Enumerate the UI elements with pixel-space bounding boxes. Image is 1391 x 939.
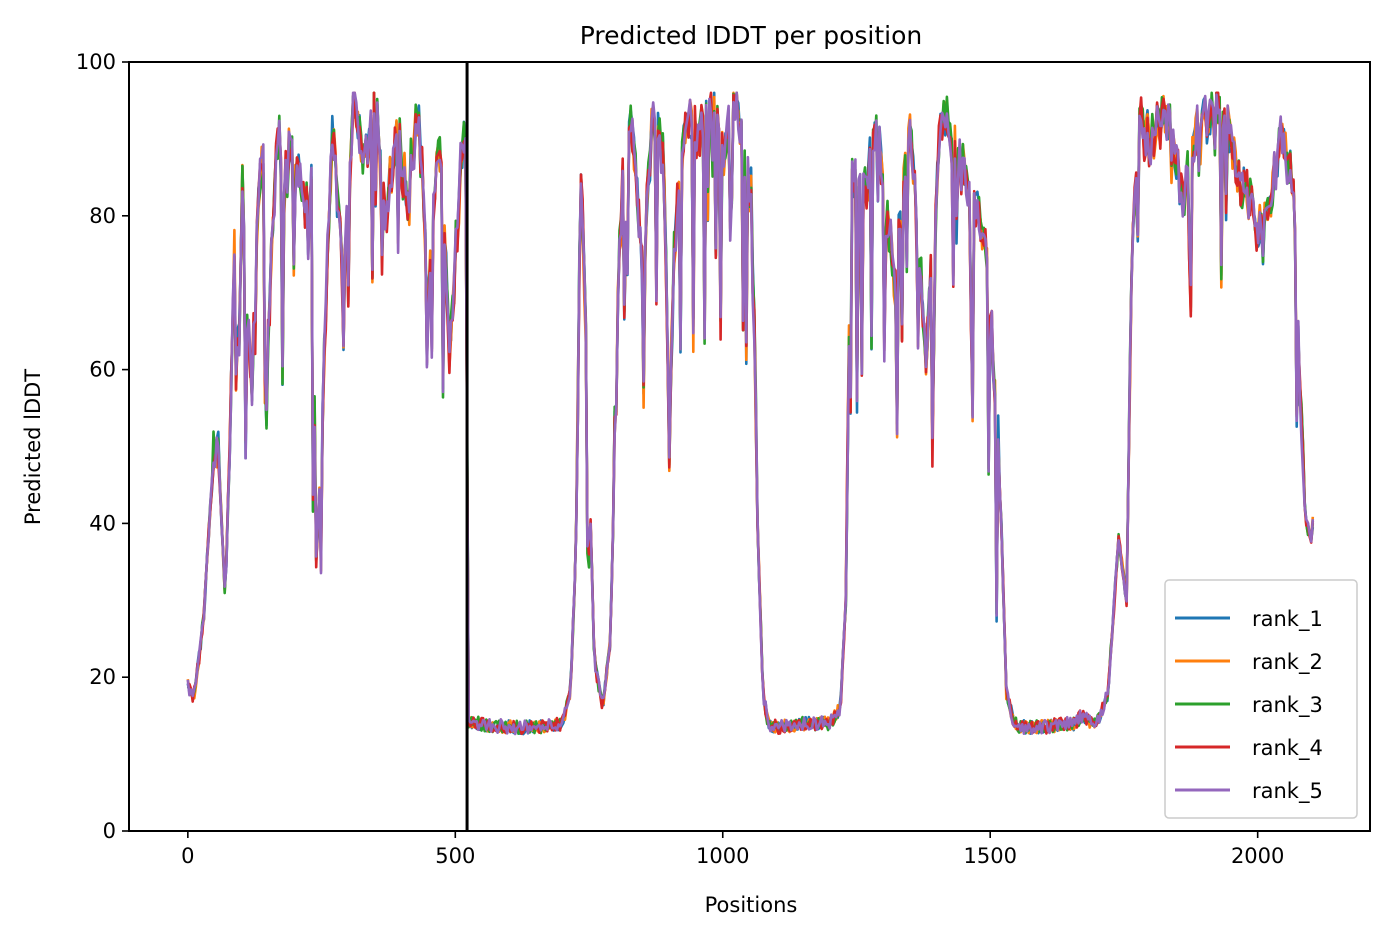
legend-box (1164, 579, 1358, 819)
legend-label: rank_2 (1252, 650, 1323, 675)
legend-label: rank_1 (1252, 607, 1323, 632)
y-tick-label: 80 (89, 204, 116, 228)
x-axis-title: Positions (705, 893, 798, 917)
x-axis: 0 500 1000 1500 2000 (181, 831, 1284, 868)
legend-label: rank_5 (1252, 779, 1323, 804)
legend-label: rank_3 (1252, 693, 1323, 718)
legend-label: rank_4 (1252, 736, 1323, 761)
plot-lines (186, 91, 1315, 736)
x-tick-label: 2000 (1231, 844, 1284, 868)
y-axis: 0 20 40 60 80 100 (76, 50, 129, 843)
x-tick-label: 1000 (696, 844, 749, 868)
y-tick-label: 0 (103, 819, 116, 843)
y-tick-label: 20 (89, 665, 116, 689)
y-axis-title: Predicted lDDT (21, 369, 45, 525)
x-tick-label: 1500 (963, 844, 1016, 868)
y-tick-label: 60 (89, 358, 116, 382)
plot-frame (128, 61, 1371, 832)
y-tick-label: 40 (89, 511, 116, 535)
chart-title: Predicted lDDT per position (580, 21, 922, 50)
x-tick-label: 0 (181, 844, 194, 868)
series-line-rank_5 (186, 91, 1315, 736)
y-tick-label: 100 (76, 50, 116, 74)
legend: rank_1 rank_2 rank_3 rank_4 rank_5 (1164, 579, 1358, 819)
x-tick-label: 500 (435, 844, 475, 868)
